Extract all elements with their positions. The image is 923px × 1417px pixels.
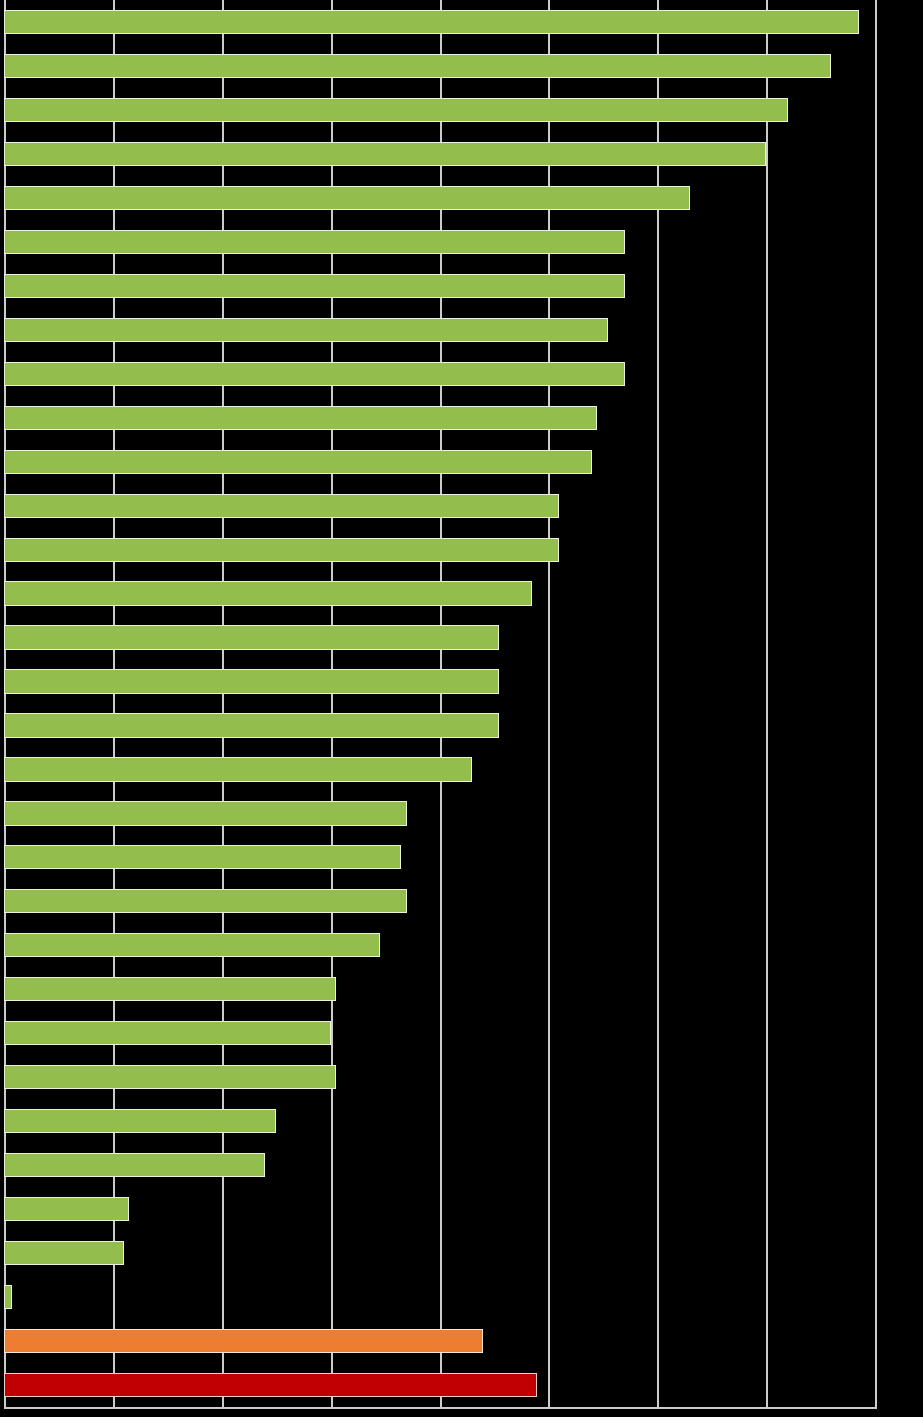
horizontal-bar-chart (0, 0, 923, 1417)
bar-16 (4, 713, 499, 737)
bar-31 (4, 1373, 537, 1397)
bar-11 (4, 494, 559, 518)
bar-12 (4, 538, 559, 562)
bar-23 (4, 1021, 331, 1045)
bar-20 (4, 889, 407, 913)
bar-18 (4, 801, 407, 825)
bar-2 (4, 98, 788, 122)
bar-13 (4, 581, 532, 605)
bar-9 (4, 406, 597, 430)
bar-27 (4, 1197, 129, 1221)
bar-26 (4, 1153, 265, 1177)
bar-5 (4, 230, 625, 254)
bar-28 (4, 1241, 124, 1265)
bar-14 (4, 625, 499, 649)
bar-0 (4, 10, 859, 34)
bar-30 (4, 1329, 483, 1353)
bar-17 (4, 757, 472, 781)
bar-10 (4, 450, 592, 474)
bar-24 (4, 1065, 336, 1089)
plot-area (4, 0, 877, 1409)
bar-19 (4, 845, 401, 869)
bar-4 (4, 186, 690, 210)
bar-1 (4, 54, 831, 78)
bar-21 (4, 933, 380, 957)
bar-7 (4, 318, 608, 342)
bar-22 (4, 977, 336, 1001)
bar-15 (4, 669, 499, 693)
bar-25 (4, 1109, 276, 1133)
bar-3 (4, 142, 766, 166)
bars (4, 0, 875, 1407)
bar-6 (4, 274, 625, 298)
bar-29 (4, 1285, 12, 1309)
bar-8 (4, 362, 625, 386)
